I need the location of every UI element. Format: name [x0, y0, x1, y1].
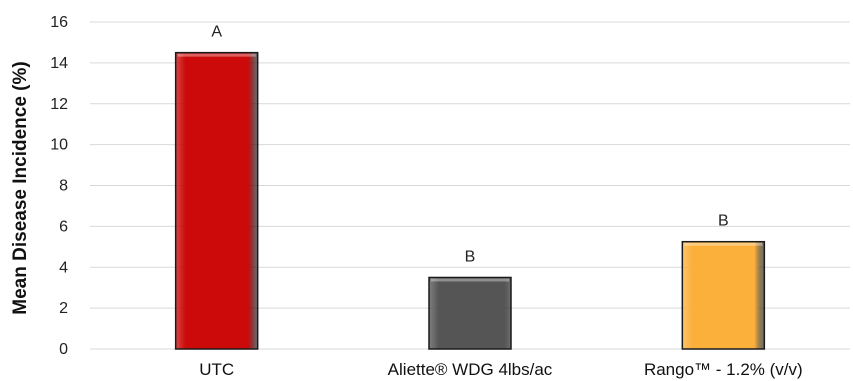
- y-tick-label: 10: [50, 137, 68, 154]
- y-axis-ticks: 0 2 4 6 8 10 12 14 16: [50, 14, 68, 358]
- data-label: A: [211, 24, 222, 41]
- x-tick-label: Aliette® WDG 4lbs/ac: [388, 360, 553, 379]
- bar-highlight: [177, 53, 256, 57]
- x-tick-label: Rango™ - 1.2% (v/v): [644, 360, 803, 379]
- x-tick-label: UTC: [199, 360, 234, 379]
- y-tick-label: 2: [59, 300, 68, 317]
- data-label: B: [718, 213, 729, 230]
- y-tick-label: 8: [59, 178, 68, 195]
- bar: [428, 276, 512, 350]
- bar: [681, 240, 766, 350]
- y-axis-title: Mean Disease Incidence (%): [10, 61, 31, 314]
- data-labels: A B B: [211, 24, 728, 266]
- y-tick-label: 16: [50, 14, 68, 31]
- y-tick-label: 14: [50, 55, 68, 72]
- x-axis-labels: UTC Aliette® WDG 4lbs/ac Rango™ - 1.2% (v/…: [199, 360, 803, 379]
- y-tick-label: 0: [59, 341, 68, 358]
- data-label: B: [465, 248, 476, 265]
- y-tick-label: 12: [50, 96, 68, 113]
- bar-highlight: [684, 242, 763, 246]
- bar: [174, 51, 259, 350]
- bar-highlight: [431, 278, 509, 282]
- y-tick-label: 4: [59, 259, 68, 276]
- bars: [174, 51, 766, 350]
- y-tick-label: 6: [59, 218, 68, 235]
